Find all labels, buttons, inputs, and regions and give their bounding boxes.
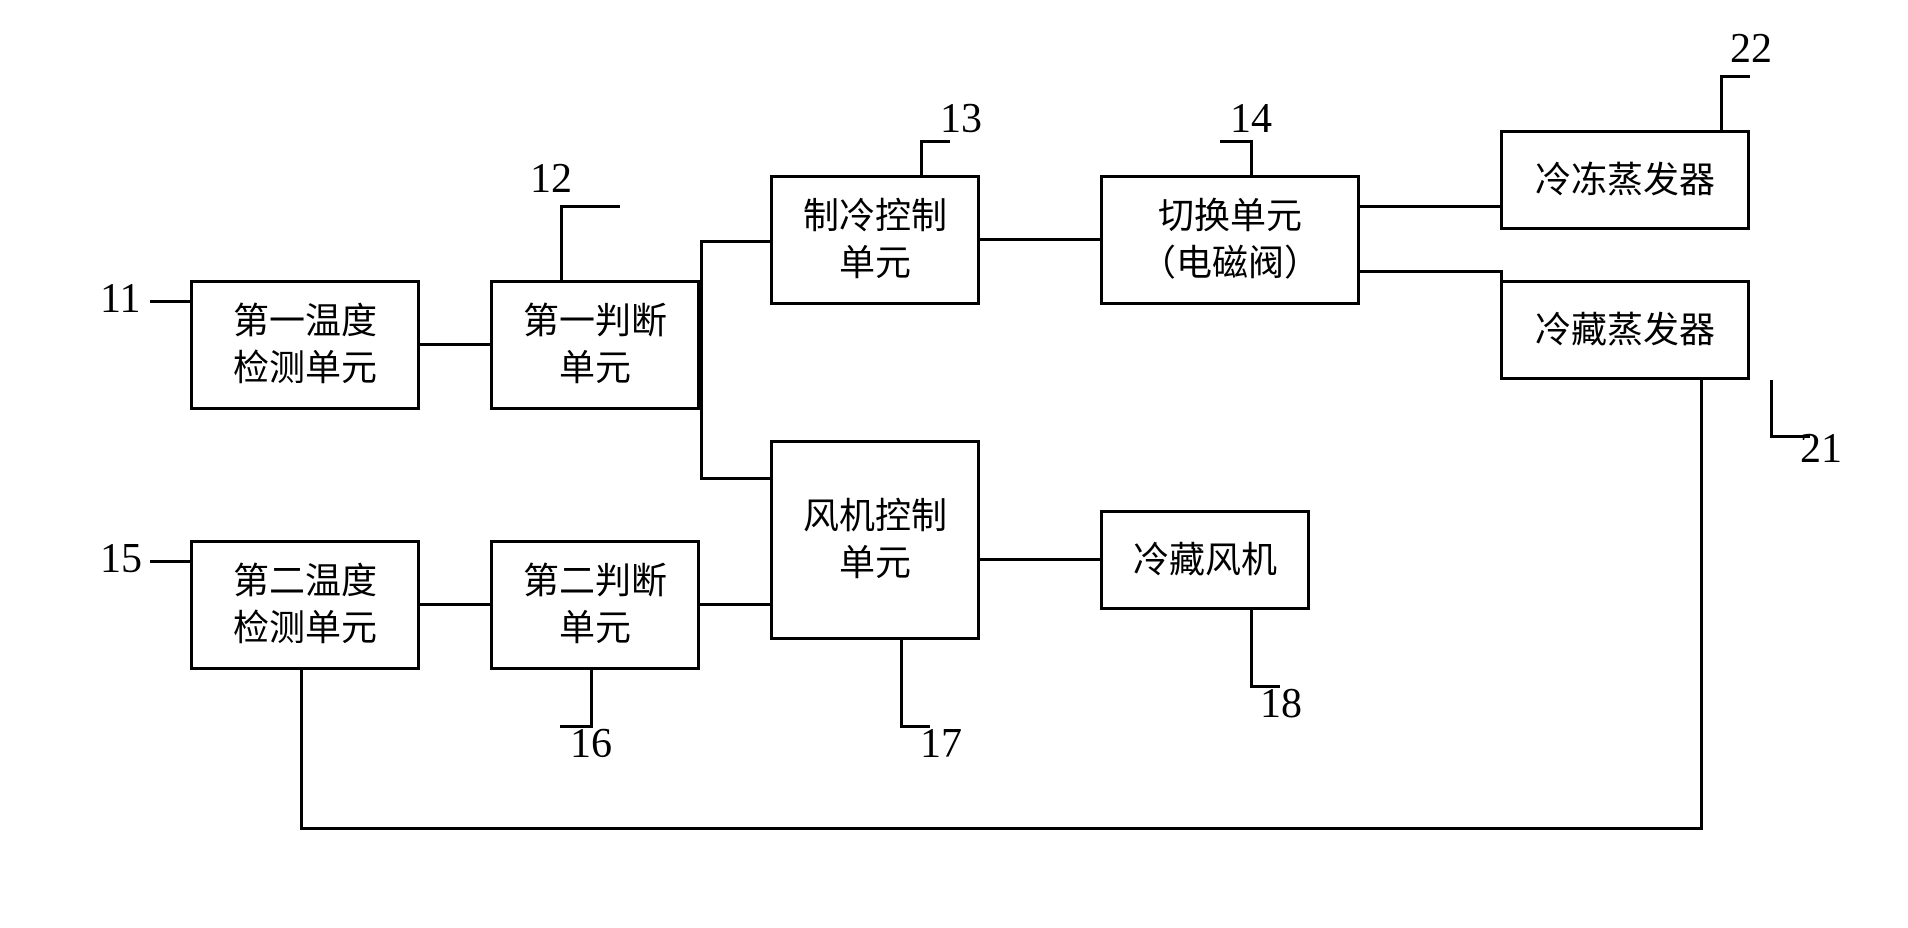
edge-21-fb-v2 [300, 670, 303, 830]
edge-11-12 [420, 343, 490, 346]
box-n18: 冷藏风机 [1100, 510, 1310, 610]
num-13: 13 [940, 95, 982, 143]
box-n11-label: 第一温度检测单元 [233, 298, 377, 392]
leader-11 [150, 300, 190, 303]
box-n21-label: 冷藏蒸发器 [1535, 307, 1715, 354]
num-12: 12 [530, 155, 572, 203]
box-n17: 风机控制单元 [770, 440, 980, 640]
box-n12: 第一判断单元 [490, 280, 700, 410]
edge-15-16 [420, 603, 490, 606]
leader-13-v [920, 140, 923, 175]
box-n14-label: 切换单元（电磁阀） [1140, 193, 1320, 287]
edge-14-22-v [1500, 180, 1503, 208]
box-n18-label: 冷藏风机 [1133, 537, 1277, 584]
num-21: 21 [1800, 425, 1842, 473]
edge-16-17 [700, 603, 770, 606]
box-n22: 冷冻蒸发器 [1500, 130, 1750, 230]
num-16: 16 [570, 720, 612, 768]
block-diagram: 第一温度检测单元 第一判断单元 制冷控制单元 切换单元（电磁阀） 第二温度检测单… [0, 0, 1908, 928]
box-n15-label: 第二温度检测单元 [233, 558, 377, 652]
leader-21-v [1770, 380, 1773, 435]
edge-14-22 [1360, 205, 1503, 208]
num-14: 14 [1230, 95, 1272, 143]
edge-12-13-h [700, 240, 773, 243]
leader-16-v [590, 670, 593, 725]
box-n17-label: 风机控制单元 [803, 493, 947, 587]
leader-22-v [1720, 75, 1723, 130]
box-n16: 第二判断单元 [490, 540, 700, 670]
edge-21-fb-h [300, 827, 1703, 830]
num-17: 17 [920, 720, 962, 768]
edge-21-fb-v1 [1700, 380, 1703, 830]
edge-17-18 [980, 558, 1100, 561]
num-11: 11 [100, 275, 140, 323]
edge-14-21-v [1500, 270, 1503, 323]
box-n16-label: 第二判断单元 [523, 558, 667, 652]
box-n14: 切换单元（电磁阀） [1100, 175, 1360, 305]
leader-12-v [560, 205, 563, 280]
box-n11: 第一温度检测单元 [190, 280, 420, 410]
box-n22-label: 冷冻蒸发器 [1535, 157, 1715, 204]
leader-22-h [1720, 75, 1750, 78]
leader-12 [560, 205, 620, 208]
edge-14-21 [1360, 270, 1503, 273]
box-n21: 冷藏蒸发器 [1500, 280, 1750, 380]
num-18: 18 [1260, 680, 1302, 728]
leader-14-v [1250, 140, 1253, 175]
box-n15: 第二温度检测单元 [190, 540, 420, 670]
leader-18-v [1250, 610, 1253, 685]
leader-15 [150, 560, 190, 563]
box-n13: 制冷控制单元 [770, 175, 980, 305]
box-n13-label: 制冷控制单元 [803, 193, 947, 287]
edge-13-14 [980, 238, 1100, 241]
box-n12-label: 第一判断单元 [523, 298, 667, 392]
num-15: 15 [100, 535, 142, 583]
leader-17-v [900, 640, 903, 725]
edge-12-13-v [700, 240, 703, 343]
edge-12-17-v [700, 343, 703, 480]
edge-12-17-h [700, 477, 773, 480]
num-22: 22 [1730, 25, 1772, 73]
